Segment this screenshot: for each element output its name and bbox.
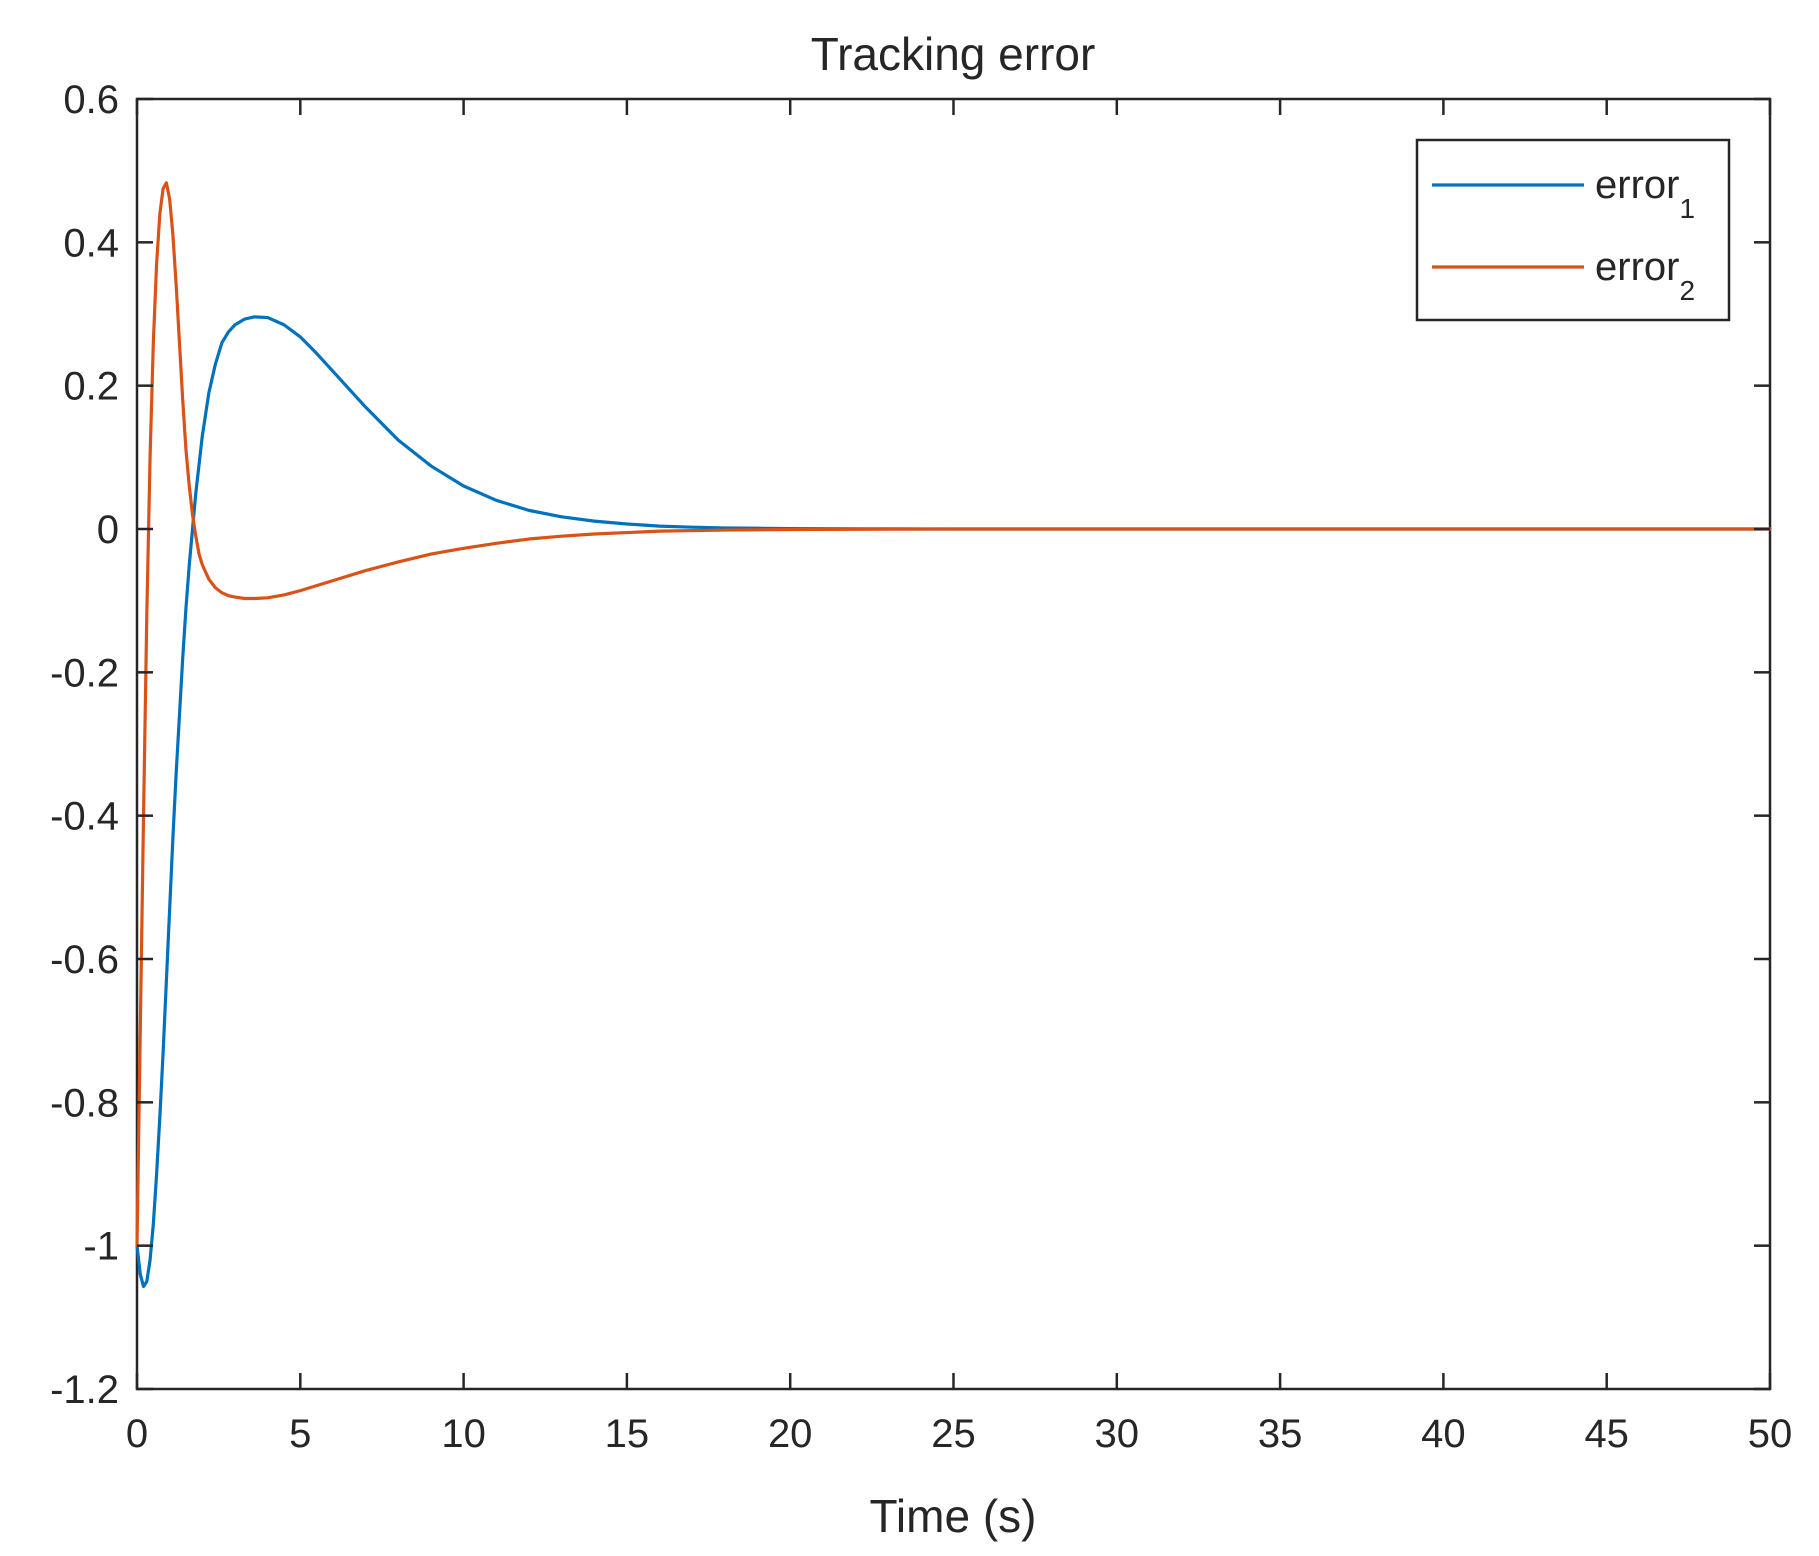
x-tick-label: 0 [126,1412,148,1456]
x-tick-label: 10 [441,1412,486,1456]
x-tick-label: 50 [1748,1412,1793,1456]
y-tick-label: -0.8 [50,1081,119,1125]
series-layer [135,181,1772,1289]
legend: error1 error2 [1415,138,1731,322]
series-line-1 [135,315,1772,1289]
x-tick-label: 30 [1095,1412,1140,1456]
x-tick-label: 15 [605,1412,650,1456]
legend-entries: error1 error2 [1432,163,1695,306]
y-tick-label: -1 [83,1225,119,1269]
y-tick-label: 0 [97,508,119,552]
y-tick-label: -1.2 [50,1368,119,1412]
tick-layer [135,97,1772,1391]
y-tick-label: -0.4 [50,795,119,839]
legend-box [1415,138,1731,322]
legend-label-1: error1 [1595,163,1695,224]
tick-label-layer: 0 5 10 15 20 25 30 35 40 45 50 -1.2 -1 -0.8 -0.6 -0.4 -0… [50,78,1792,1456]
x-tick-label: 5 [289,1412,311,1456]
y-tick-label: -0.6 [50,938,119,982]
y-tick-label: -0.2 [50,651,119,695]
y-tick-label: 0.4 [63,221,119,265]
chart-title: Tracking error [811,28,1096,80]
series-line-2 [135,181,1772,1248]
x-tick-label: 40 [1421,1412,1466,1456]
x-axis-label: Time (s) [870,1490,1037,1542]
legend-label-2: error2 [1595,245,1695,306]
y-tick-label: 0.6 [63,78,119,122]
x-tick-label: 45 [1584,1412,1629,1456]
x-tick-label: 35 [1258,1412,1303,1456]
x-tick-label: 25 [931,1412,976,1456]
y-tick-label: 0.2 [63,365,119,409]
x-tick-label: 20 [768,1412,813,1456]
